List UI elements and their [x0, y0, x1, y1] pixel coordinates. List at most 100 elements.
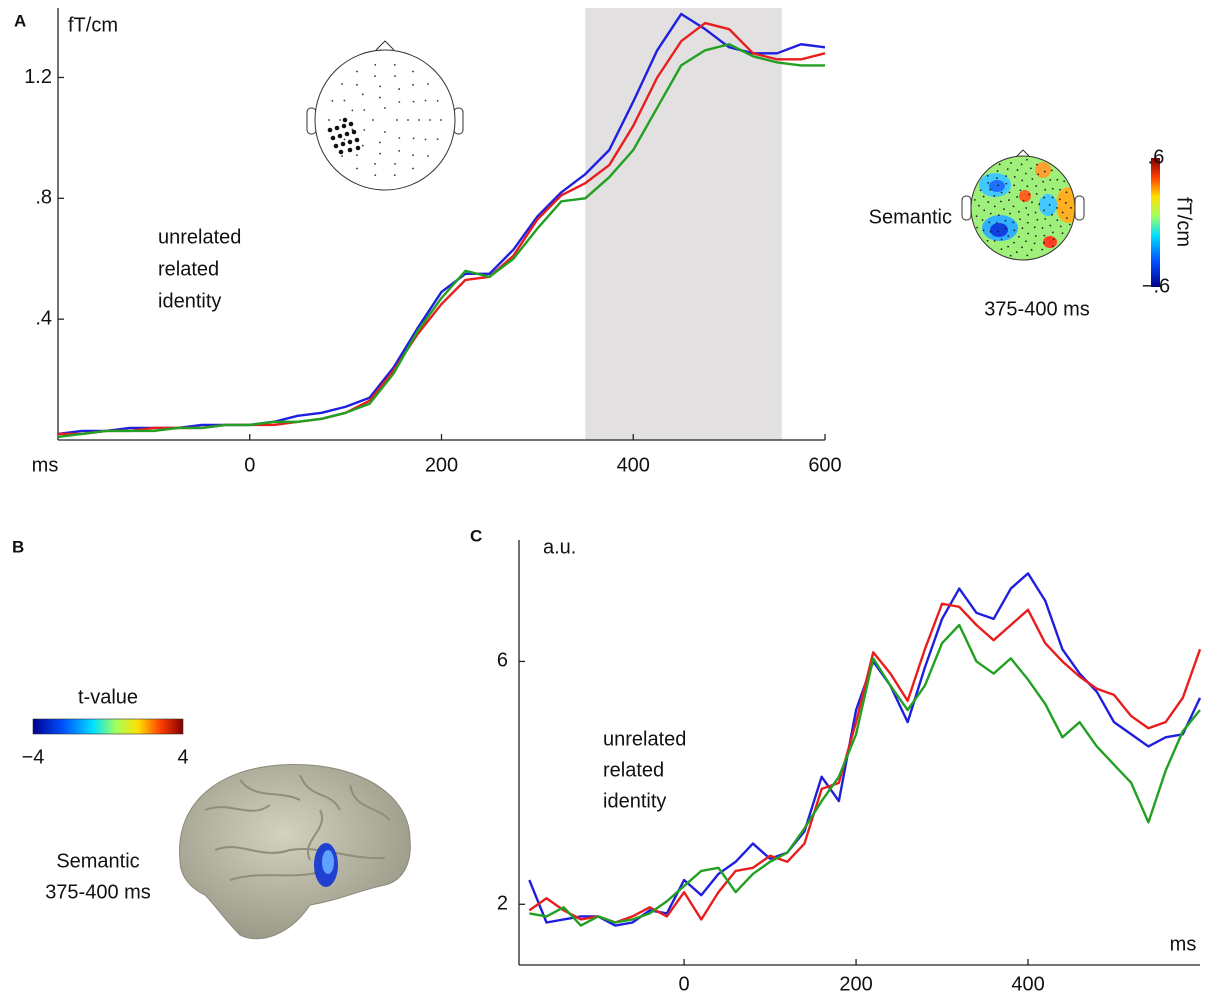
sensor	[1001, 248, 1003, 250]
sensor	[1030, 167, 1032, 169]
sensor	[1069, 224, 1071, 226]
brain-surface	[180, 764, 411, 938]
sensor	[1023, 200, 1025, 202]
sensor	[412, 71, 414, 73]
sensor	[1027, 222, 1029, 224]
sensor	[1043, 235, 1045, 237]
sensor	[1005, 183, 1007, 185]
sensor	[990, 231, 992, 233]
sensor-selected	[334, 144, 339, 149]
legend-entry: related	[603, 759, 664, 781]
sensor	[356, 168, 358, 170]
colorbar-tick-label: 4	[177, 746, 188, 768]
sensor	[987, 240, 989, 242]
sensor	[1056, 207, 1058, 209]
sensor	[983, 196, 985, 198]
sensor	[1019, 218, 1021, 220]
head	[315, 50, 455, 190]
sensor	[363, 129, 365, 131]
colorbar	[1151, 158, 1160, 287]
sensor	[1052, 245, 1054, 247]
sensor	[1031, 201, 1033, 203]
sensor	[344, 139, 346, 141]
sensor	[396, 119, 398, 121]
sensor	[362, 145, 364, 147]
nose	[376, 41, 394, 50]
sensor	[1010, 162, 1012, 164]
sensor	[1036, 193, 1038, 195]
sensor	[1031, 249, 1033, 251]
sensor	[1000, 201, 1002, 203]
legend-entry: related	[158, 258, 219, 280]
y-tick-label: 2	[497, 893, 508, 915]
sensor	[1025, 240, 1027, 242]
sensor	[1013, 242, 1015, 244]
x-axis-label: ms	[1170, 933, 1197, 955]
sensor	[1004, 228, 1006, 230]
sensor-selected	[343, 118, 348, 123]
sensor	[1027, 214, 1029, 216]
x-tick-label: 200	[425, 454, 458, 476]
sensor	[341, 83, 343, 85]
sensor	[427, 155, 429, 157]
sensor	[1018, 211, 1020, 213]
sensor	[425, 139, 427, 141]
legend-entry: identity	[158, 290, 221, 312]
sensor	[982, 219, 984, 221]
sensor-selected	[341, 142, 346, 147]
sensor	[418, 119, 420, 121]
sensor	[394, 174, 396, 176]
sensor	[999, 163, 1001, 165]
sensor	[1051, 170, 1053, 172]
sensor	[429, 119, 431, 121]
x-axis-label: ms	[32, 454, 59, 476]
figure: .4.81.20200400600msfT/cmAunrelatedrelate…	[0, 0, 1226, 1000]
sensor	[1038, 203, 1040, 205]
sensor	[1056, 179, 1058, 181]
x-tick-label: 0	[679, 973, 690, 995]
panel-label: C	[470, 526, 482, 545]
sensor-selected	[342, 124, 347, 129]
sensor	[1070, 207, 1072, 209]
colorbar-tick-label: −.6	[1142, 275, 1170, 297]
sensor	[1035, 235, 1037, 237]
legend-entry: unrelated	[158, 226, 241, 248]
sensor	[1049, 225, 1051, 227]
colorbar-label: fT/cm	[1173, 197, 1195, 247]
sensor	[994, 240, 996, 242]
caption: 375-400 ms	[45, 881, 151, 903]
sensor	[980, 189, 982, 191]
sensor	[1021, 180, 1023, 182]
sensor	[1059, 198, 1061, 200]
sensor-map	[307, 41, 463, 190]
sensor	[1026, 159, 1028, 161]
caption: Semantic	[56, 850, 139, 872]
sensor	[1056, 219, 1058, 221]
sensor	[983, 230, 985, 232]
sensor	[437, 138, 439, 140]
sensor	[1043, 242, 1045, 244]
sensor	[987, 182, 989, 184]
sensor-selected	[355, 138, 360, 143]
sensor	[994, 206, 996, 208]
sensor	[394, 163, 396, 165]
x-tick-label: 200	[839, 973, 872, 995]
colorbar-tick-label: .6	[1148, 146, 1165, 168]
sensor-selected	[345, 132, 350, 137]
sensor	[374, 163, 376, 165]
shade-layer	[585, 8, 782, 440]
sensor	[1036, 219, 1038, 221]
sensor	[1066, 217, 1068, 219]
sensor	[427, 83, 429, 85]
field-blob	[1019, 190, 1031, 202]
sensor-selected	[349, 122, 354, 127]
sensor	[1027, 233, 1029, 235]
sensor	[425, 100, 427, 102]
sensor	[328, 119, 330, 121]
sensor-selected	[356, 146, 361, 151]
sensor	[997, 230, 999, 232]
field-blob	[1043, 236, 1057, 248]
sensor	[1066, 191, 1068, 193]
sensor	[996, 222, 998, 224]
sensor	[1021, 163, 1023, 165]
